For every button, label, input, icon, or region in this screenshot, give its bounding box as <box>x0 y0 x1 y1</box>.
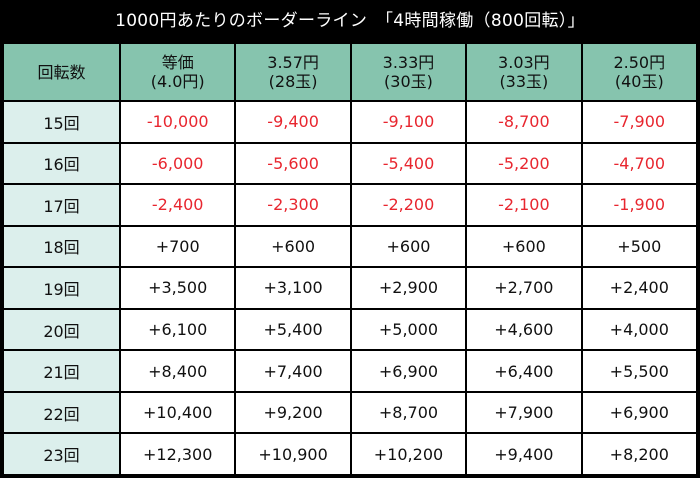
value-cell: +9,400 <box>467 434 581 474</box>
value-cell: -9,100 <box>351 102 466 142</box>
header-spin-count: 回転数 <box>4 44 119 100</box>
row-label: 22回 <box>4 392 119 433</box>
row-label: 17回 <box>4 185 119 225</box>
value-cell: +10,900 <box>236 434 350 474</box>
value-cell: +5,000 <box>351 309 466 350</box>
header-col-line2: (33玉) <box>499 72 549 91</box>
table-row: 15回 -10,000 -9,400 -9,100 -8,700 -7,900 <box>4 102 696 142</box>
header-col-line2: (30玉) <box>384 72 433 91</box>
value-cell: -6,000 <box>121 143 235 184</box>
value-cell: +2,700 <box>467 268 581 308</box>
header-row: 回転数 等価 (4.0円) 3.57円 (28玉) 3.33円 (30玉) 3.… <box>4 44 696 100</box>
table-row: 18回 +700 +600 +600 +600 +500 <box>4 226 696 267</box>
header-col-30-ball: 3.33円 (30玉) <box>351 44 466 100</box>
header-col-28-ball: 3.57円 (28玉) <box>236 44 350 100</box>
value-cell: -5,600 <box>236 143 350 184</box>
row-label: 15回 <box>4 102 119 142</box>
table-body: 15回 -10,000 -9,400 -9,100 -8,700 -7,900 … <box>4 102 696 474</box>
table-header: 回転数 等価 (4.0円) 3.57円 (28玉) 3.33円 (30玉) 3.… <box>4 44 696 100</box>
value-cell: +600 <box>351 226 466 267</box>
value-cell: -10,000 <box>121 102 235 142</box>
value-cell: +10,400 <box>121 392 235 433</box>
value-cell: +8,400 <box>121 351 235 391</box>
value-cell: -4,700 <box>582 143 696 184</box>
header-col-line2: (4.0円) <box>150 72 205 91</box>
value-cell: +5,500 <box>582 351 696 391</box>
value-cell: +6,400 <box>467 351 581 391</box>
value-cell: +9,200 <box>236 392 350 433</box>
row-label: 19回 <box>4 268 119 308</box>
header-col-40-ball: 2.50円 (40玉) <box>582 44 696 100</box>
row-label: 18回 <box>4 226 119 267</box>
header-col-line2: (40玉) <box>614 72 664 91</box>
value-cell: +8,700 <box>351 392 466 433</box>
value-cell: +12,300 <box>121 434 235 474</box>
row-label: 21回 <box>4 351 119 391</box>
value-cell: +7,400 <box>236 351 350 391</box>
table-row: 17回 -2,400 -2,300 -2,200 -2,100 -1,900 <box>4 185 696 225</box>
value-cell: +7,900 <box>467 392 581 433</box>
value-cell: -2,200 <box>351 185 466 225</box>
row-label: 20回 <box>4 309 119 350</box>
value-cell: +600 <box>236 226 350 267</box>
value-cell: +4,600 <box>467 309 581 350</box>
table-row: 22回 +10,400 +9,200 +8,700 +7,900 +6,900 <box>4 392 696 433</box>
value-cell: +3,100 <box>236 268 350 308</box>
border-line-table: 回転数 等価 (4.0円) 3.57円 (28玉) 3.33円 (30玉) 3.… <box>2 42 698 476</box>
value-cell: +10,200 <box>351 434 466 474</box>
value-cell: -2,100 <box>467 185 581 225</box>
header-col-line1: 3.03円 <box>498 53 550 72</box>
table-row: 21回 +8,400 +7,400 +6,900 +6,400 +5,500 <box>4 351 696 391</box>
header-col-33-ball: 3.03円 (33玉) <box>467 44 581 100</box>
header-col-equal-rate: 等価 (4.0円) <box>121 44 235 100</box>
value-cell: +600 <box>467 226 581 267</box>
value-cell: +3,500 <box>121 268 235 308</box>
row-label: 23回 <box>4 434 119 474</box>
header-col-line2: (28玉) <box>268 72 318 91</box>
value-cell: -5,200 <box>467 143 581 184</box>
value-cell: +8,200 <box>582 434 696 474</box>
value-cell: -2,300 <box>236 185 350 225</box>
value-cell: -7,900 <box>582 102 696 142</box>
header-col-line1: 3.57円 <box>267 53 319 72</box>
value-cell: +6,900 <box>582 392 696 433</box>
row-label: 16回 <box>4 143 119 184</box>
value-cell: +2,900 <box>351 268 466 308</box>
value-cell: -9,400 <box>236 102 350 142</box>
value-cell: +500 <box>582 226 696 267</box>
header-col-line1: 等価 <box>161 53 194 72</box>
value-cell: +5,400 <box>236 309 350 350</box>
value-cell: +2,400 <box>582 268 696 308</box>
value-cell: -2,400 <box>121 185 235 225</box>
header-col-line1: 2.50円 <box>613 53 666 72</box>
table-row: 19回 +3,500 +3,100 +2,900 +2,700 +2,400 <box>4 268 696 308</box>
value-cell: +6,100 <box>121 309 235 350</box>
value-cell: +700 <box>121 226 235 267</box>
table-row: 16回 -6,000 -5,600 -5,400 -5,200 -4,700 <box>4 143 696 184</box>
value-cell: -5,400 <box>351 143 466 184</box>
value-cell: +4,000 <box>582 309 696 350</box>
value-cell: -1,900 <box>582 185 696 225</box>
table-title: 1000円あたりのボーダーライン 「4時間稼働（800回転）」 <box>115 11 585 31</box>
value-cell: -8,700 <box>467 102 581 142</box>
header-col-line1: 3.33円 <box>382 53 435 72</box>
table-row: 23回 +12,300 +10,900 +10,200 +9,400 +8,20… <box>4 434 696 474</box>
table-row: 20回 +6,100 +5,400 +5,000 +4,600 +4,000 <box>4 309 696 350</box>
value-cell: +6,900 <box>351 351 466 391</box>
